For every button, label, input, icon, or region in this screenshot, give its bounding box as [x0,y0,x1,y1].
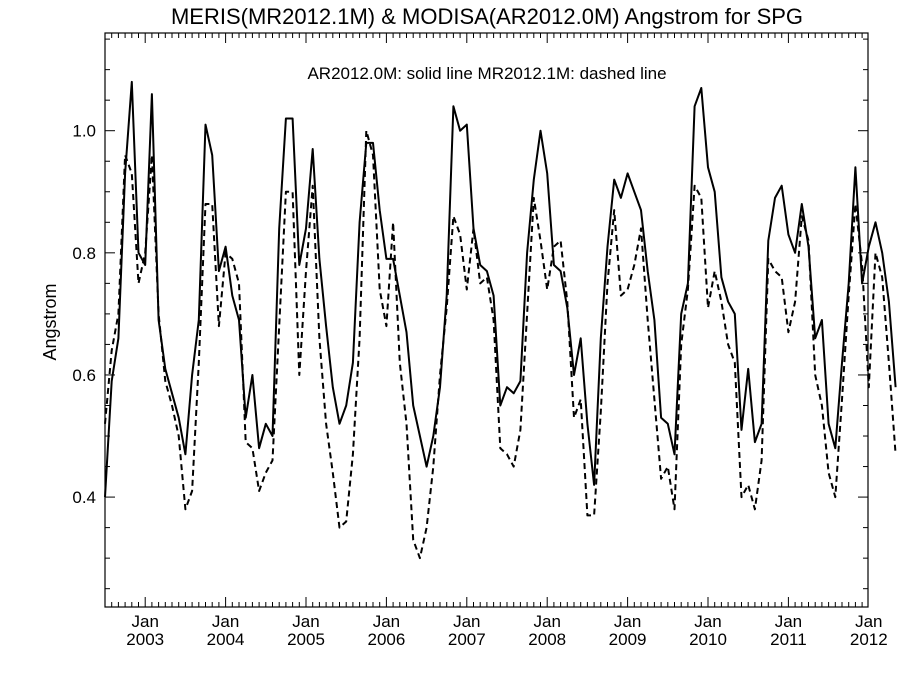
x-tick-year-label: 2004 [207,630,245,649]
series-line-ar2012-0m [104,80,897,498]
y-tick-label: 0.4 [72,488,96,507]
x-tick-year-label: 2008 [528,630,566,649]
x-tick-year-label: 2003 [126,630,164,649]
y-tick-label: 0.6 [72,366,96,385]
x-tick-year-label: 2007 [448,630,486,649]
y-axis-label: Angstrom [40,283,60,360]
chart-title: MERIS(MR2012.1M) & MODISA(AR2012.0M) Ang… [171,4,803,29]
x-tick-month-label: Jan [453,612,480,631]
x-tick-month-label: Jan [373,612,400,631]
x-tick-month-label: Jan [131,612,158,631]
x-tick-month-label: Jan [292,612,319,631]
x-tick-year-label: 2012 [850,630,888,649]
y-axis: 0.4 0.6 0.8 1.0 [72,38,868,590]
x-tick-year-label: 2009 [609,630,647,649]
x-tick-month-label: Jan [775,612,802,631]
x-tick-year-label: 2010 [689,630,727,649]
x-tick-month-label: Jan [694,612,721,631]
x-tick-year-label: 2005 [287,630,325,649]
x-tick-month-label: Jan [855,612,882,631]
x-tick-year-label: 2011 [770,630,807,649]
series-line-mr2012-1m [104,129,897,560]
x-tick-year-label: 2006 [367,630,405,649]
x-tick-month-label: Jan [533,612,560,631]
x-tick-month-label: Jan [614,612,641,631]
series-layer [104,80,897,560]
series-style-annotation: AR2012.0M: solid line MR2012.1M: dashed … [307,64,666,83]
y-tick-label: 1.0 [72,122,96,141]
x-tick-month-label: Jan [212,612,239,631]
y-tick-label: 0.8 [72,244,96,263]
x-axis: Jan2003Jan2004Jan2005Jan2006Jan2007Jan20… [104,33,888,649]
